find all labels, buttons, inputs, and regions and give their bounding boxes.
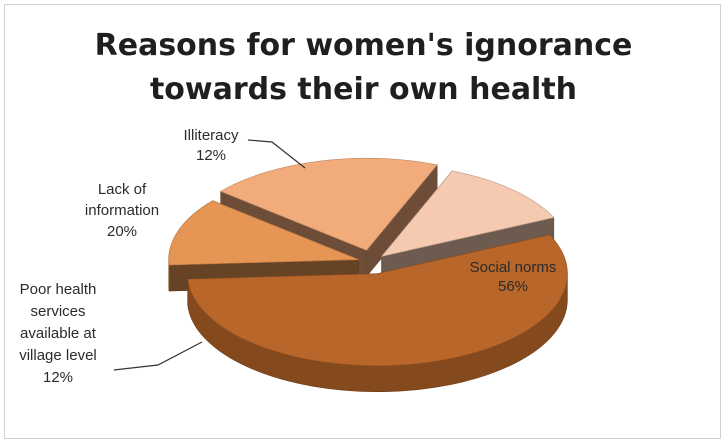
pie-slice-1-top [168,200,359,266]
chart-title-line-1: Reasons for women's ignorance [94,28,633,63]
slice-category-label-1: services [30,303,85,320]
slice-category-label-0: Social norms [470,259,557,276]
slice-value-label-0: 56% [498,278,528,295]
slice-value-label-1: 12% [43,369,73,386]
leader-line-3 [247,139,306,169]
slice-value-label-2: 20% [107,223,137,240]
chart-title: Reasons for women's ignorance towards th… [0,24,727,112]
slice-label-1: Poor health services available at village l… [19,281,97,386]
pie-slice-3-top [380,170,555,257]
chart-title-line-2: towards their own health [149,72,578,107]
slice-label-3: Illiteracy 12% [183,127,239,164]
slice-label-0: Social norms 56% [470,259,557,295]
slice-category-label-1: village level [19,347,97,364]
slice-category-label-2: Lack of [98,181,147,198]
slice-category-label-3: Illiteracy [183,127,239,144]
slice-value-label-3: 12% [196,147,226,164]
pie-slice-0-top [187,234,568,367]
leader-line-1 [113,341,203,371]
pie-slice-2-top [219,157,438,251]
pie-slice-0 [187,234,568,393]
slice-category-label-1: available at [20,325,97,342]
slice-label-2: Lack of information 20% [85,181,159,240]
slice-category-label-2: information [85,202,159,219]
slice-category-label-1: Poor health [20,281,97,298]
